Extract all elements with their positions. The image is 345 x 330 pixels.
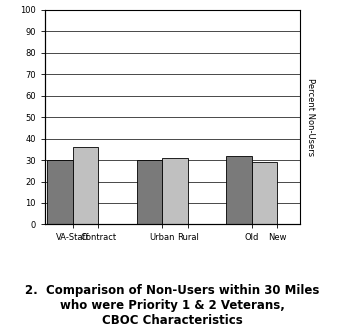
Bar [226,156,252,224]
Bar [252,162,277,224]
Bar [137,160,162,224]
Bar [162,158,188,224]
Bar [47,160,73,224]
Bar [73,147,98,224]
Y-axis label: Percent Non-Users: Percent Non-Users [306,78,315,156]
Text: 2.  Comparison of Non-Users within 30 Miles
who were Priority 1 & 2 Veterans,
CB: 2. Comparison of Non-Users within 30 Mil… [25,284,320,327]
